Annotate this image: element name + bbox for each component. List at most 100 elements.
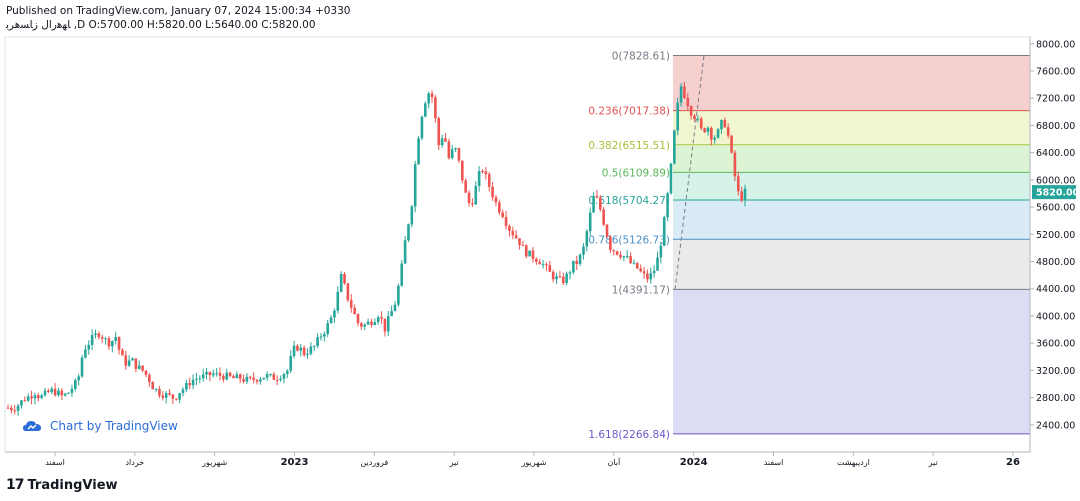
- candle-body-2: [13, 410, 17, 412]
- candle-body-198: [673, 130, 676, 164]
- candle-body-140: [477, 171, 481, 186]
- candle-body-131: [447, 141, 451, 159]
- candle-body-84: [289, 356, 292, 371]
- candle-body-182: [619, 254, 622, 258]
- candle-body-169: [575, 260, 579, 264]
- candle-body-69: [238, 374, 242, 380]
- candle-body-192: [652, 270, 656, 274]
- candle-body-134: [457, 148, 461, 161]
- candle-body-136: [464, 180, 467, 193]
- candle-body-217: [736, 176, 740, 192]
- candle-body-23: [84, 349, 87, 358]
- candle-body-51: [178, 393, 181, 400]
- candle-body-87: [299, 347, 303, 351]
- candle-body-174: [592, 196, 595, 213]
- candle-body-172: [585, 231, 589, 247]
- candle-body-47: [164, 393, 168, 398]
- footer-brand[interactable]: 17 TradingView: [6, 477, 118, 493]
- candle-body-7: [30, 396, 33, 399]
- candle-body-168: [572, 260, 575, 273]
- candle-body-165: [561, 276, 565, 284]
- candle-body-11: [43, 390, 47, 396]
- candle-body-208: [706, 127, 710, 132]
- candle-body-85: [292, 345, 296, 357]
- candle-body-186: [632, 262, 636, 264]
- candle-body-6: [26, 396, 30, 401]
- ohlc-line: ﺎﻬﻫﺭﺍﻝ ﺯﺎﺴﻫﺮﺑ ,D O:5700.00 H:5820.00 L:5…: [6, 19, 316, 31]
- candle-body-97: [333, 310, 336, 318]
- candle-body-203: [689, 106, 693, 116]
- candle-body-14: [53, 388, 57, 396]
- x-tick-label-10: اردیبهشت: [837, 458, 870, 467]
- candle-body-211: [716, 129, 720, 138]
- candle-body-176: [598, 197, 602, 210]
- candle-body-120: [410, 206, 414, 225]
- candle-body-10: [40, 395, 43, 399]
- fib-label-1: 0.236(7017.38): [588, 106, 670, 118]
- candle-body-130: [444, 138, 447, 142]
- candle-body-185: [629, 256, 632, 264]
- candle-body-181: [615, 251, 619, 255]
- candle-body-95: [326, 323, 330, 334]
- candle-body-44: [154, 388, 158, 390]
- candle-body-39: [137, 365, 141, 369]
- candle-body-5: [23, 400, 27, 402]
- candle-body-59: [205, 371, 208, 375]
- candle-body-98: [336, 291, 340, 311]
- candle-body-96: [329, 317, 333, 324]
- candle-body-77: [265, 374, 269, 378]
- candle-body-135: [461, 160, 464, 181]
- candle-body-200: [679, 86, 683, 103]
- x-tick-label-5: تیر: [449, 458, 459, 467]
- last-price-label: 5820.00: [1036, 188, 1080, 199]
- fib-label-0: 0(7828.61): [612, 50, 670, 62]
- candle-body-117: [400, 263, 404, 286]
- candle-body-142: [484, 171, 488, 175]
- candle-body-219: [743, 188, 747, 201]
- candle-body-177: [602, 209, 605, 225]
- candle-body-118: [403, 240, 407, 264]
- candle-body-166: [565, 273, 568, 284]
- candle-body-110: [376, 317, 380, 323]
- watermark: Chart by TradingView: [22, 418, 178, 434]
- candle-body-147: [501, 212, 504, 217]
- candle-body-76: [262, 377, 266, 380]
- candle-body-114: [390, 311, 393, 317]
- candle-body-164: [558, 276, 562, 278]
- candle-body-138: [471, 203, 474, 205]
- candle-body-53: [185, 382, 188, 390]
- y-tick-label-2: 7200.00: [1036, 94, 1075, 105]
- candle-body-204: [693, 115, 696, 120]
- candle-body-41: [144, 370, 148, 375]
- candle-body-195: [662, 217, 666, 246]
- y-tick-label-9: 4400.00: [1036, 284, 1075, 295]
- candle-body-43: [151, 382, 155, 390]
- candle-body-38: [134, 358, 138, 369]
- candle-body-190: [646, 273, 649, 280]
- y-tick-label-14: 2400.00: [1036, 420, 1075, 431]
- candle-body-91: [312, 346, 316, 348]
- candle-body-104: [356, 314, 360, 324]
- candle-body-132: [450, 149, 454, 159]
- candle-body-127: [434, 97, 437, 119]
- candle-body-78: [269, 374, 272, 376]
- fib-label-4: 0.618(5704.27): [588, 195, 670, 207]
- candle-body-121: [413, 164, 417, 207]
- candle-body-36: [127, 360, 131, 366]
- x-tick-label-11: تیر: [928, 458, 938, 467]
- candle-body-55: [191, 379, 195, 386]
- y-tick-label-5: 6000.00: [1036, 175, 1075, 186]
- candle-body-102: [349, 300, 353, 308]
- candle-body-193: [656, 257, 659, 271]
- candle-body-107: [366, 321, 370, 325]
- candle-body-126: [430, 93, 434, 98]
- candle-body-216: [733, 152, 737, 177]
- candle-body-70: [242, 379, 245, 382]
- candle-body-158: [538, 261, 542, 265]
- x-tick-label-4: فروردین: [360, 458, 388, 467]
- candle-body-56: [195, 378, 198, 380]
- y-tick-label-0: 8000.00: [1036, 39, 1075, 50]
- candle-body-67: [232, 376, 235, 379]
- y-tick-label-1: 7600.00: [1036, 67, 1075, 78]
- candle-body-149: [508, 225, 511, 231]
